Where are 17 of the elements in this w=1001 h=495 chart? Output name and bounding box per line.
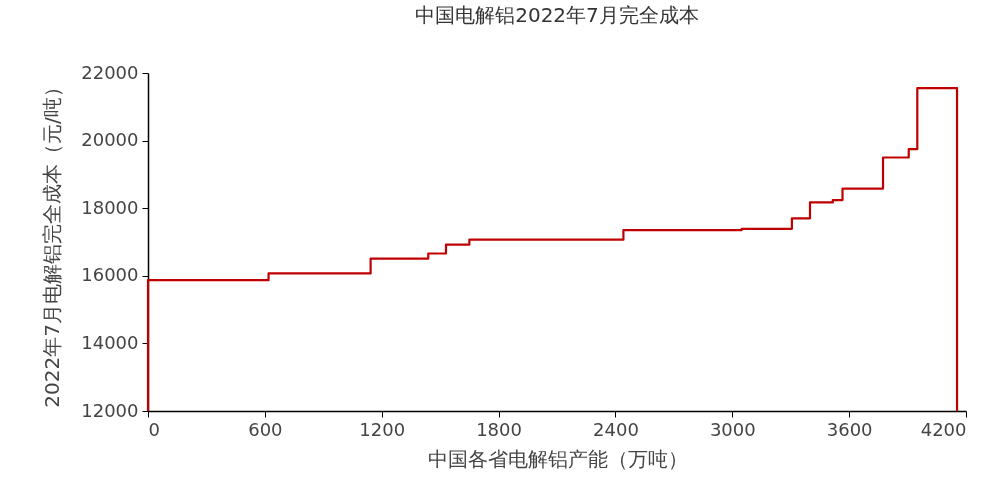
y-axis-title: 2022年7月电解铝完全成本（元/吨） <box>40 77 65 408</box>
x-tick-label: 600 <box>248 418 283 440</box>
y-tick-label: 20000 <box>81 129 139 151</box>
y-tick-label: 22000 <box>81 61 139 83</box>
y-tick-label: 18000 <box>81 196 139 218</box>
x-tick-label: 2400 <box>593 418 639 440</box>
x-tick-label: 4200 <box>920 418 967 440</box>
x-tick-label: 3600 <box>826 418 873 440</box>
x-tick-label: 3000 <box>709 418 756 440</box>
chart-title: 中国电解铝2022年7月完全成本 <box>415 3 699 27</box>
x-axis-title: 中国各省电解铝产能（万吨） <box>427 446 688 471</box>
x-tick-label: 0 <box>148 418 160 440</box>
y-tick-label: 12000 <box>81 399 139 421</box>
y-tick-label: 16000 <box>81 264 139 286</box>
x-tick-label: 1200 <box>359 418 406 440</box>
y-tick-label: 14000 <box>81 331 139 353</box>
x-tick-label: 1800 <box>476 418 522 440</box>
